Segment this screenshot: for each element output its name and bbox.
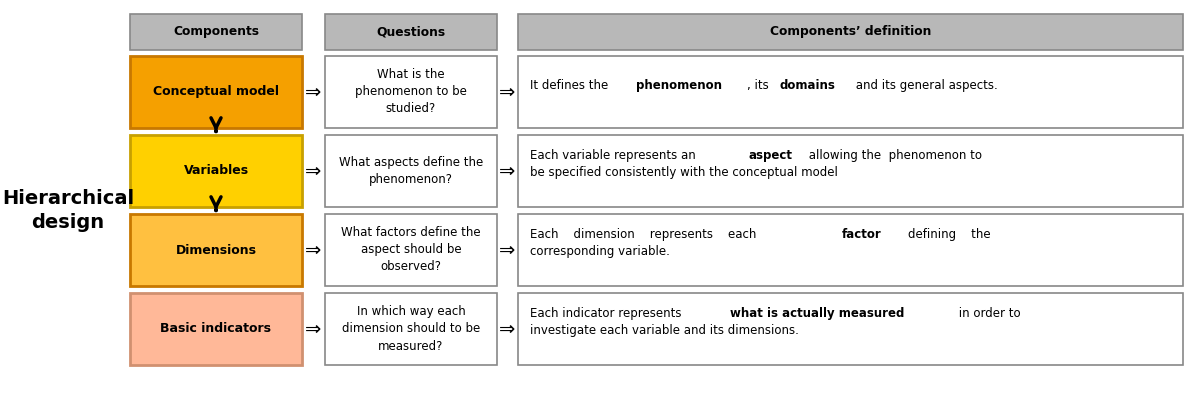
Text: Dimensions: Dimensions bbox=[175, 243, 257, 257]
Text: It defines the: It defines the bbox=[530, 79, 613, 92]
Bar bbox=[518, 14, 1183, 50]
Text: aspect: aspect bbox=[748, 149, 793, 162]
Text: Hierarchical
design: Hierarchical design bbox=[2, 189, 135, 232]
Bar bbox=[325, 56, 497, 128]
Text: what is actually measured: what is actually measured bbox=[730, 307, 904, 320]
Text: What factors define the
aspect should be
observed?: What factors define the aspect should be… bbox=[341, 227, 480, 274]
Text: What aspects define the
phenomenon?: What aspects define the phenomenon? bbox=[339, 156, 483, 186]
Text: be specified consistently with the conceptual model: be specified consistently with the conce… bbox=[530, 166, 838, 179]
Text: Basic indicators: Basic indicators bbox=[161, 323, 271, 335]
Text: Components: Components bbox=[173, 26, 259, 38]
Text: corresponding variable.: corresponding variable. bbox=[530, 245, 670, 258]
Bar bbox=[130, 14, 301, 50]
Text: Each variable represents an: Each variable represents an bbox=[530, 149, 699, 162]
Bar bbox=[325, 214, 497, 286]
Text: domains: domains bbox=[779, 79, 836, 92]
Text: phenomenon: phenomenon bbox=[635, 79, 722, 92]
Bar bbox=[325, 293, 497, 365]
Text: ⇒: ⇒ bbox=[305, 82, 322, 101]
Text: ⇒: ⇒ bbox=[500, 82, 515, 101]
Bar bbox=[518, 56, 1183, 128]
Bar bbox=[518, 135, 1183, 207]
Text: Each indicator represents: Each indicator represents bbox=[530, 307, 686, 320]
Text: Each    dimension    represents    each: Each dimension represents each bbox=[530, 228, 771, 241]
Text: ⇒: ⇒ bbox=[305, 162, 322, 180]
Text: ⇒: ⇒ bbox=[500, 241, 515, 260]
Text: factor: factor bbox=[842, 228, 882, 241]
Text: ⇒: ⇒ bbox=[305, 241, 322, 260]
Text: Questions: Questions bbox=[376, 26, 446, 38]
Text: In which way each
dimension should to be
measured?: In which way each dimension should to be… bbox=[342, 306, 480, 353]
Text: , its: , its bbox=[747, 79, 772, 92]
Text: Variables: Variables bbox=[184, 164, 249, 178]
Text: allowing the  phenomenon to: allowing the phenomenon to bbox=[806, 149, 982, 162]
Bar bbox=[130, 293, 301, 365]
Text: in order to: in order to bbox=[955, 307, 1021, 320]
Bar bbox=[325, 14, 497, 50]
Bar bbox=[130, 56, 301, 128]
Text: ⇒: ⇒ bbox=[500, 162, 515, 180]
Text: investigate each variable and its dimensions.: investigate each variable and its dimens… bbox=[530, 324, 799, 337]
Bar bbox=[518, 293, 1183, 365]
Bar bbox=[130, 214, 301, 286]
Text: Components’ definition: Components’ definition bbox=[770, 26, 931, 38]
Text: defining    the: defining the bbox=[892, 228, 991, 241]
Text: and its general aspects.: and its general aspects. bbox=[852, 79, 998, 92]
Text: Conceptual model: Conceptual model bbox=[153, 86, 279, 98]
Bar bbox=[130, 135, 301, 207]
Text: ⇒: ⇒ bbox=[500, 319, 515, 339]
Text: ⇒: ⇒ bbox=[305, 319, 322, 339]
Bar bbox=[325, 135, 497, 207]
Text: What is the
phenomenon to be
studied?: What is the phenomenon to be studied? bbox=[355, 68, 467, 115]
Bar bbox=[518, 214, 1183, 286]
